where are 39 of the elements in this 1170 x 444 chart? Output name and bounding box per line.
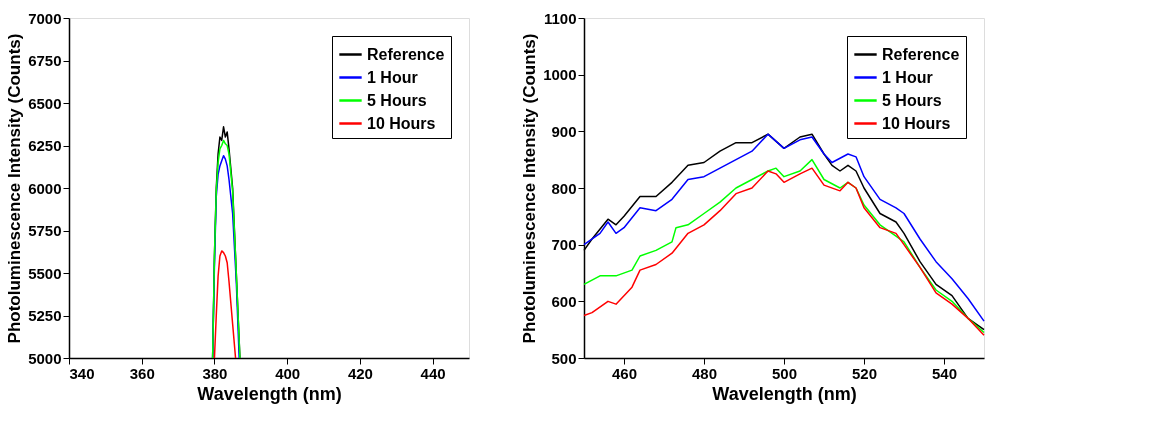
legend-label: 5 Hours (367, 91, 427, 109)
x-tick-label: 360 (129, 364, 155, 382)
y-tick-label: 5250 (28, 307, 62, 324)
x-axis-title: Wavelength (nm) (712, 383, 857, 404)
legend-label: Reference (882, 45, 960, 63)
y-tick-label: 6000 (28, 179, 62, 197)
x-axis-title: Wavelength (nm) (197, 383, 342, 404)
y-tick-label: 900 (551, 122, 577, 140)
x-tick-label: 400 (275, 364, 301, 382)
y-tick-label: 800 (551, 179, 577, 197)
y-tick-label: 6250 (28, 137, 62, 154)
y-tick-label: 5750 (28, 222, 62, 239)
y-tick-label: 6750 (28, 52, 62, 69)
x-tick-label: 380 (202, 364, 228, 382)
y-tick-label: 5500 (28, 264, 62, 282)
y-tick-label: 6500 (28, 94, 62, 112)
y-tick-label: 5000 (28, 349, 62, 367)
x-tick-label: 440 (420, 364, 446, 382)
y-tick-label: 1100 (543, 9, 577, 27)
legend-label: 1 Hour (882, 68, 933, 86)
legend-label: 10 Hours (882, 114, 951, 132)
legend-label: 1 Hour (367, 68, 418, 86)
x-tick-label: 420 (347, 364, 373, 382)
legend-label: 10 Hours (367, 114, 436, 132)
y-tick-label: 700 (551, 236, 577, 254)
y-tick-label: 7000 (28, 9, 62, 27)
x-tick-label: 520 (851, 364, 878, 382)
y-axis-title: Photoluminescence Intensity (Counts) (520, 33, 540, 344)
legend-label: Reference (367, 45, 445, 63)
y-tick-label: 600 (551, 292, 577, 310)
y-tick-label: 1000 (543, 66, 577, 84)
x-tick-label: 540 (931, 364, 958, 382)
y-axis-title: Photoluminescence Intensity (Counts) (5, 33, 25, 344)
y-tick-label: 500 (551, 349, 577, 367)
x-tick-label: 460 (611, 364, 638, 382)
legend-label: 5 Hours (882, 91, 942, 109)
x-tick-label: 500 (771, 364, 798, 382)
x-tick-label: 480 (691, 364, 718, 382)
x-tick-label: 340 (69, 364, 95, 382)
